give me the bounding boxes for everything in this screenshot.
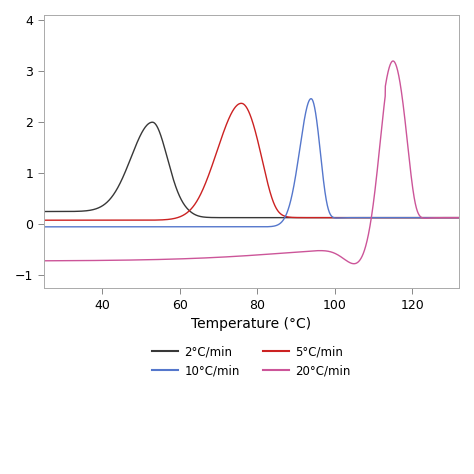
Legend: 2°C/min, 10°C/min, 5°C/min, 20°C/min: 2°C/min, 10°C/min, 5°C/min, 20°C/min	[147, 340, 355, 382]
X-axis label: Temperature (°C): Temperature (°C)	[191, 317, 311, 331]
